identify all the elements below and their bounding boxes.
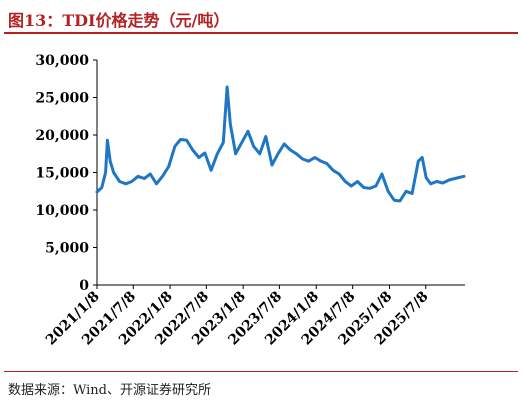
chart-title: 图13：TDI价格走势（元/吨）	[8, 11, 230, 30]
title-bar: 图13：TDI价格走势（元/吨）	[4, 4, 518, 34]
y-tick-label: 10,000	[35, 203, 89, 219]
y-tick-label: 30,000	[35, 53, 89, 69]
source-note: 数据来源：Wind、开源证券研究所	[8, 383, 211, 398]
tdi-price-chart: 0 5,000 10,000 15,000 20,000 25,000 30,000 202…	[35, 53, 466, 348]
y-tick-label: 0	[79, 278, 89, 294]
y-tick-label: 20,000	[35, 128, 89, 144]
y-tick-label: 15,000	[35, 166, 89, 182]
y-tick-label: 5,000	[45, 241, 89, 257]
x-axis: 2021/1/82021/7/82022/1/82022/7/82023/1/8…	[43, 284, 465, 348]
footer-divider	[4, 371, 518, 372]
y-tick-label: 25,000	[35, 91, 89, 107]
tdi-price-line	[95, 85, 466, 203]
series-layer	[95, 85, 466, 203]
y-axis: 0 5,000 10,000 15,000 20,000 25,000 30,000	[35, 53, 98, 294]
